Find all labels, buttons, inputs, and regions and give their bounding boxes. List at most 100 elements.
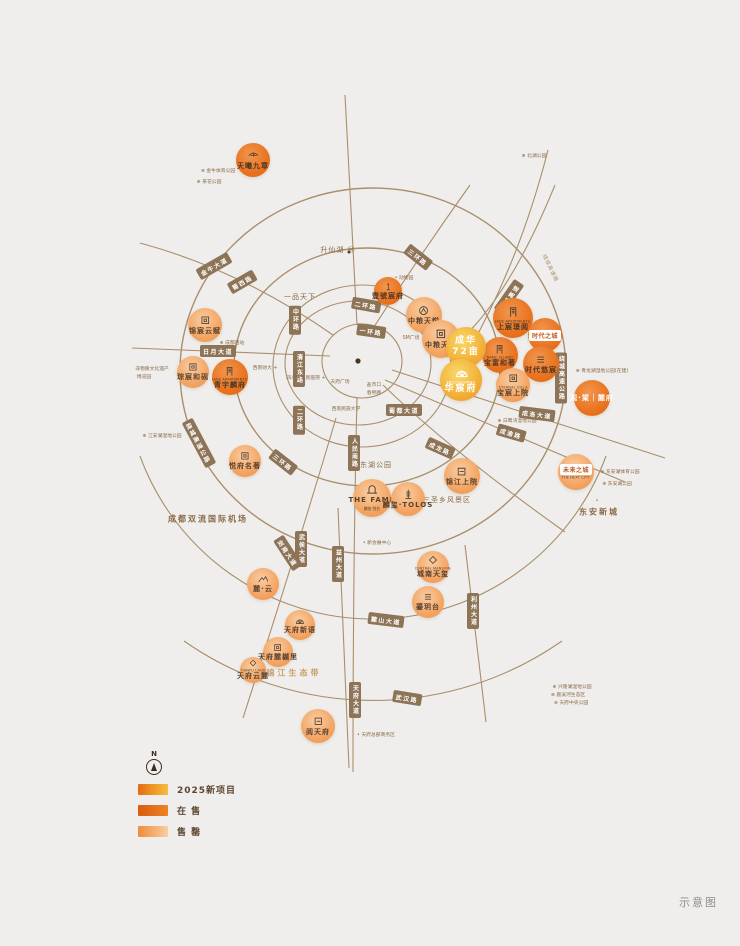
seal-logo-icon	[458, 467, 466, 476]
box-logo-icon	[436, 330, 446, 339]
eagle-logo-icon	[248, 152, 259, 157]
road-badge: 一环路	[356, 323, 386, 339]
project-marker[interactable]: 鎏玥台	[412, 586, 444, 618]
map-label: 盐市口	[366, 382, 382, 388]
map-label: ⊕ 成都西站	[219, 340, 245, 346]
box-logo-icon	[274, 643, 282, 651]
map-label: 三圣乡风景区	[423, 496, 471, 504]
project-marker[interactable]: 天曦九章	[236, 143, 270, 177]
map-label: ⊕ 天府中央公园	[553, 700, 589, 706]
map-label: ⊕ 东安湖公园	[602, 481, 632, 487]
project-name: 成华	[454, 336, 477, 347]
legend-swatch-new-2025	[138, 784, 168, 795]
map-label: 锦江生态带	[266, 668, 322, 678]
box-logo-icon	[201, 316, 209, 325]
project-name-line2: 72亩	[452, 347, 480, 357]
road-badge: 中环路	[289, 305, 301, 335]
project-marker[interactable]: JADE APARTMENTS 上宸璟阅	[493, 298, 533, 338]
legend-swatch-on-sale	[138, 805, 168, 816]
legend-label-on-sale: 在 售	[177, 807, 202, 817]
compass-north-icon: N	[140, 750, 168, 775]
project-subtitle-en: NAMC ISLAND	[486, 355, 514, 360]
project-name: 天府麓樾里	[258, 652, 298, 661]
box-logo-icon	[241, 452, 249, 460]
metro-station-dot	[347, 250, 351, 254]
map-label: ⊕ 江安湖湿地公园	[142, 433, 182, 439]
project-name: 宝富和著	[484, 358, 516, 367]
fan-logo-icon	[296, 618, 305, 624]
map-label: 西南民族大学	[331, 406, 361, 412]
project-marker[interactable]: CENTRAL MANSION 城南天玺	[415, 551, 451, 583]
project-marker[interactable]: 悦府名著	[229, 445, 261, 477]
diamond-logo-icon	[428, 556, 438, 565]
project-marker[interactable]: 琮宸和砚	[177, 356, 209, 388]
bars-logo-icon	[424, 594, 432, 600]
project-marker[interactable]: TIANFU LAND 天府云麓	[237, 657, 268, 683]
monogram-logo-icon	[419, 305, 429, 315]
legend: N 2025新项目 在 售 售 罄	[138, 750, 236, 838]
project-name: 华宸府	[444, 383, 478, 394]
map-label: ⊕ 兴隆湖湿地公园	[552, 684, 592, 690]
project-marker[interactable]: THE FAME 麟玺·悦台	[349, 479, 395, 517]
project-marker[interactable]: 麟玺·TOLOS	[383, 482, 432, 516]
project-name: 上宸璟阅	[497, 322, 529, 331]
road-badge: 日月大道	[199, 345, 237, 357]
project-marker[interactable]: ETERNAL VILLA 宝宸上院	[496, 368, 530, 402]
road-badge: 二环路	[293, 405, 305, 435]
legend-row-sold-out: 售 罄	[138, 825, 236, 838]
project-subtitle: THE NEXT CITY	[562, 474, 590, 480]
road-badge: 利州大道	[467, 593, 479, 629]
north-label: N	[151, 750, 157, 758]
building-logo-icon	[509, 307, 517, 317]
one-logo-icon	[386, 283, 390, 291]
project-subtitle-en: ETERNAL VILLA	[498, 385, 528, 389]
map-label: 四川省人民医院 +	[286, 375, 326, 381]
project-subtitle-en: TIANFU LAND	[240, 668, 266, 673]
schematic-note: 示意图	[679, 896, 718, 909]
road-badge: 麓山大道	[367, 611, 405, 629]
project-marker[interactable]: 天府新语	[284, 610, 315, 640]
road-badge: 益州大道	[332, 546, 344, 582]
map-label: ⊕ 北湖公园	[521, 153, 547, 159]
project-marker[interactable]: 观·棠｜麓府	[570, 380, 613, 416]
map-label: ⊕ 金牛体育公园	[200, 168, 236, 174]
project-marker[interactable]: NAMC ISLAND 宝富和著	[482, 337, 518, 373]
road-badge: 人民南路	[348, 435, 360, 471]
project-marker[interactable]: 未来之城 THE NEXT CITY	[558, 454, 594, 490]
map-label: 绕城高速路	[541, 253, 560, 284]
project-marker[interactable]: 壹號宸府	[372, 277, 403, 305]
project-marker[interactable]: 锦江上院	[444, 458, 480, 494]
project-name: 鎏玥台	[416, 603, 440, 612]
project-marker[interactable]: 锦宸云赋	[188, 308, 222, 342]
map-label: ⊕ 青龙湖湿地公园(在建)	[575, 368, 629, 374]
tower-logo-icon	[404, 489, 412, 500]
project-marker[interactable]: 麓·云	[247, 568, 279, 600]
project-name: 阅天府	[306, 727, 330, 736]
radial-road-ne3	[467, 149, 549, 353]
box-logo-icon	[189, 363, 197, 371]
project-name: 观·棠｜麓府	[570, 393, 614, 402]
project-subtitle-en: JADE APARTMENTS	[495, 319, 531, 323]
map-label: ⊕ 白鹭湾湿地公园	[497, 418, 537, 424]
map-label: 天府广场	[330, 379, 350, 385]
project-marker[interactable]: 阅天府	[301, 709, 335, 743]
project-marker[interactable]: 时代悠宸	[523, 346, 559, 382]
bars-logo-icon	[537, 356, 545, 363]
map-label: 一品天下	[284, 293, 316, 301]
legend-swatch-sold-out	[138, 826, 168, 837]
project-name: 悦府名著	[229, 462, 261, 471]
legend-row-new-2025: 2025新项目	[138, 783, 236, 796]
project-name: THE FAME	[348, 496, 396, 505]
project-name: 琮宸和砚	[177, 373, 209, 382]
map-label: ⊕ 鹿溪河生态区	[550, 692, 586, 698]
project-marker[interactable]: PRECIOUSPARK 华宸府	[440, 359, 482, 401]
legend-label-sold-out: 售 罄	[177, 828, 202, 838]
mountain-logo-icon	[258, 576, 268, 583]
project-marker[interactable]: 天府麓樾里	[258, 637, 297, 667]
project-marker[interactable]: JADE APARTMENTS 青宇麟府	[212, 359, 248, 395]
legend-label-new-2025: 2025新项目	[177, 786, 237, 796]
road-badge: 蜀西路	[226, 269, 258, 295]
compass-circle	[146, 759, 162, 775]
project-name: 时代之城	[528, 329, 561, 341]
